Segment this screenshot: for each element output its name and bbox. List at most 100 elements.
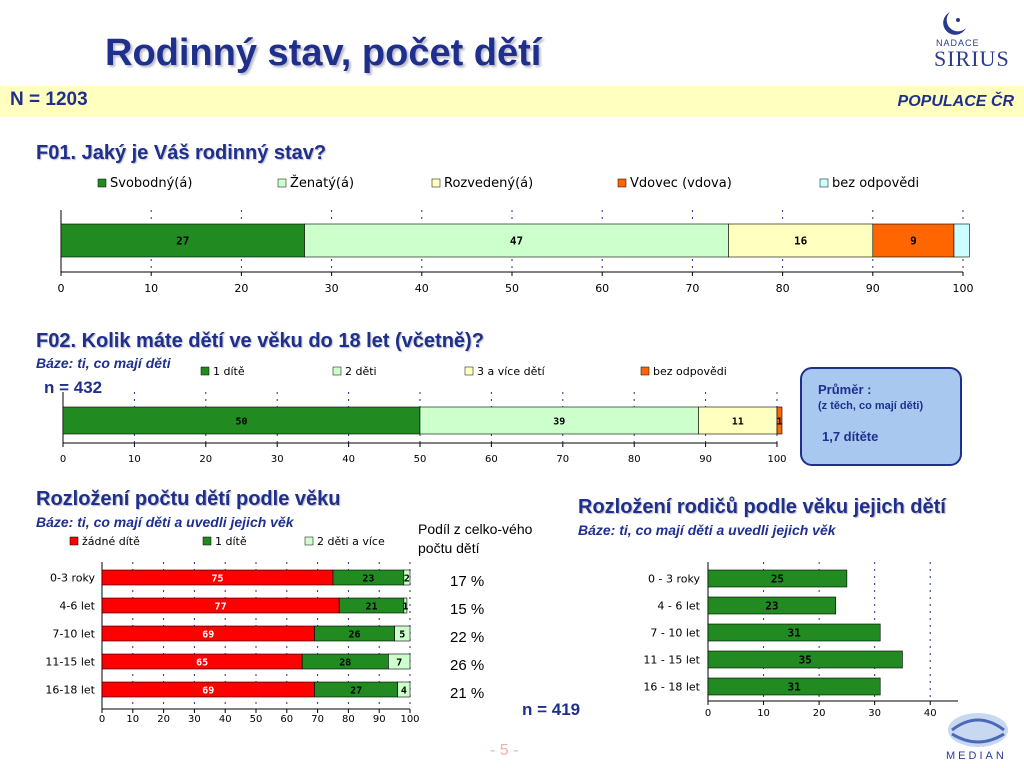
x-tick-label: 0: [705, 708, 711, 719]
base-children-age: Báze: ti, co mají děti a uvedli jejich v…: [36, 514, 294, 530]
bar-segment: [419, 406, 699, 435]
category-label: 16-18 let: [45, 684, 95, 697]
legend-swatch: [819, 178, 829, 188]
legend-swatch: [431, 178, 441, 188]
share-value: 26 %: [450, 657, 485, 674]
legend-label: Svobodný(á): [110, 176, 192, 191]
x-tick-label: 100: [767, 454, 786, 465]
bar-segment: [62, 406, 421, 435]
legend-label: Rozvedený(á): [444, 176, 533, 191]
legend-label: 2 děti a více: [317, 535, 385, 548]
x-tick-label: 30: [271, 454, 284, 465]
median-swirl-icon: [948, 713, 1008, 747]
moon-icon: [943, 12, 966, 35]
category-label: 0-3 roky: [50, 572, 95, 585]
category-label: 7 - 10 let: [650, 627, 700, 640]
bar-value-label: 9: [910, 235, 917, 248]
x-tick-label: 10: [128, 454, 141, 465]
page-number: - 5 -: [490, 742, 519, 759]
legend-label: 2 děti: [345, 365, 377, 378]
legend-label: Vdovec (vdova): [630, 176, 732, 191]
question-f01: F01. Jaký je Váš rodinný stav?: [36, 142, 327, 164]
bar-value-label: 31: [787, 681, 801, 694]
x-tick-label: 50: [250, 714, 263, 725]
bar-value-label: 1: [776, 417, 782, 428]
x-tick-label: 80: [342, 714, 355, 725]
x-tick-label: 0: [58, 282, 65, 295]
bar-value-label: 27: [176, 235, 189, 248]
x-tick-label: 30: [868, 708, 881, 719]
legend-swatch: [277, 178, 287, 188]
bar-segment: [776, 406, 783, 435]
x-tick-label: 20: [813, 708, 826, 719]
bar-value-label: 47: [510, 235, 523, 248]
x-tick-label: 50: [414, 454, 427, 465]
bar-value-label: 21: [365, 602, 377, 613]
median-logo: MEDIAN: [940, 708, 1020, 768]
bar-value-label: 2: [404, 574, 410, 585]
x-tick-label: 90: [866, 282, 880, 295]
legend-label: 1 dítě: [215, 535, 247, 548]
average-title: Průměr :: [818, 382, 872, 397]
logo-line-1: NADACE: [936, 38, 980, 48]
bar-segment: [397, 681, 411, 698]
base-f02: Báze: ti, co mají děti: [36, 355, 171, 371]
bar-value-label: 69: [202, 630, 214, 641]
x-tick-label: 40: [415, 282, 429, 295]
bar-segment: [707, 623, 881, 642]
bar-value-label: 23: [362, 574, 374, 585]
question-children-age: Rozložení počtu dětí podle věku: [36, 488, 341, 510]
x-tick-label: 0: [99, 714, 105, 725]
x-tick-label: 20: [157, 714, 170, 725]
category-label: 16 - 18 let: [643, 681, 700, 694]
category-label: 7-10 let: [52, 628, 95, 641]
legend-label: žádné dítě: [82, 535, 140, 548]
legend-swatch: [617, 178, 627, 188]
bar-value-label: 75: [211, 574, 223, 585]
legend-label: 3 a více dětí: [477, 365, 546, 378]
bar-segment: [953, 223, 970, 258]
x-tick-label: 20: [199, 454, 212, 465]
bar-value-label: 1: [402, 602, 408, 613]
x-tick-label: 100: [953, 282, 974, 295]
category-label: 11-15 let: [45, 656, 95, 669]
share-header: Podíl z celko-vého počtu dětí: [418, 521, 533, 556]
bar-value-label: 16: [794, 235, 808, 248]
share-value: 21 %: [450, 685, 485, 702]
x-tick-label: 60: [280, 714, 293, 725]
bar-segment: [403, 597, 408, 614]
bar-segment: [403, 569, 411, 586]
bar-value-label: 39: [553, 417, 565, 428]
legend-swatch: [640, 366, 650, 376]
legend-swatch: [202, 536, 212, 546]
sample-size: N = 1203: [10, 89, 88, 110]
sirius-logo: NADACE SIRIUS: [928, 8, 1018, 71]
question-f02: F02. Kolik máte dětí ve věku do 18 let (…: [36, 330, 484, 352]
x-tick-label: 40: [342, 454, 355, 465]
sample-f02: n = 432: [44, 378, 103, 397]
category-label: 4-6 let: [59, 600, 95, 613]
legend-label: 1 dítě: [213, 365, 245, 378]
population-label: POPULACE ČR: [897, 93, 1014, 110]
legend-swatch: [464, 366, 474, 376]
bar-segment: [304, 223, 729, 258]
share-value: 22 %: [450, 629, 485, 646]
x-tick-label: 30: [325, 282, 339, 295]
legend-label: Ženatý(á): [290, 175, 354, 191]
x-tick-label: 40: [219, 714, 232, 725]
x-tick-label: 70: [311, 714, 324, 725]
sample-band: [0, 86, 1024, 117]
category-label: 11 - 15 let: [643, 654, 700, 667]
category-label: 0 - 3 roky: [648, 573, 700, 586]
share-value: 15 %: [450, 601, 485, 618]
x-tick-label: 70: [556, 454, 569, 465]
average-note: (z těch, co mají děti): [818, 400, 924, 412]
page-title: Rodinný stav, počet dětí: [105, 32, 542, 74]
bar-value-label: 65: [196, 658, 208, 669]
bar-value-label: 5: [399, 630, 405, 641]
bar-value-label: 35: [799, 654, 812, 667]
legend-swatch: [97, 178, 107, 188]
bar-value-label: 23: [765, 600, 778, 613]
average-box: [800, 367, 962, 466]
